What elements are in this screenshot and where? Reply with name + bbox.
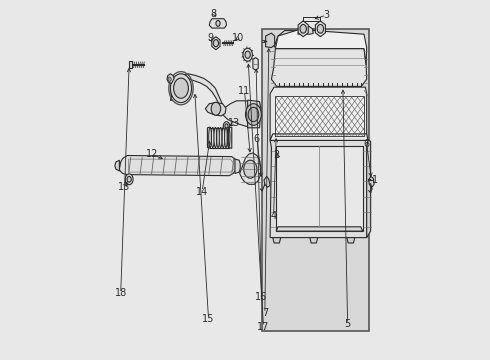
Text: 2: 2 (273, 150, 280, 160)
Polygon shape (266, 33, 274, 48)
Polygon shape (247, 100, 261, 128)
Text: 3: 3 (323, 10, 330, 20)
Polygon shape (298, 26, 313, 34)
Polygon shape (167, 74, 174, 84)
Polygon shape (115, 160, 120, 171)
Circle shape (173, 78, 188, 98)
Polygon shape (271, 49, 367, 86)
Circle shape (300, 24, 306, 33)
Polygon shape (240, 153, 261, 184)
Text: 7: 7 (262, 308, 268, 318)
Circle shape (223, 122, 230, 130)
Polygon shape (205, 103, 226, 116)
Circle shape (225, 124, 228, 128)
Text: 14: 14 (196, 186, 208, 197)
Polygon shape (129, 61, 132, 68)
Polygon shape (270, 134, 368, 140)
Text: 18: 18 (115, 288, 127, 298)
Polygon shape (298, 21, 308, 37)
Circle shape (127, 176, 131, 182)
Circle shape (245, 104, 261, 125)
Circle shape (168, 77, 171, 81)
Text: 11: 11 (238, 86, 250, 96)
Text: 13: 13 (118, 182, 130, 192)
Polygon shape (209, 19, 226, 28)
Text: 16: 16 (255, 292, 268, 302)
Polygon shape (310, 238, 318, 243)
Polygon shape (171, 74, 260, 127)
Polygon shape (275, 96, 364, 136)
Circle shape (248, 107, 259, 122)
Polygon shape (276, 146, 363, 231)
Polygon shape (270, 87, 367, 140)
Ellipse shape (224, 127, 227, 148)
Polygon shape (316, 21, 325, 37)
Polygon shape (235, 159, 240, 174)
Polygon shape (212, 37, 220, 50)
Text: 13: 13 (228, 118, 241, 128)
Circle shape (245, 51, 250, 58)
Polygon shape (275, 30, 367, 65)
Circle shape (216, 21, 220, 26)
Polygon shape (207, 127, 210, 148)
Text: 15: 15 (202, 314, 215, 324)
Polygon shape (347, 238, 355, 243)
Polygon shape (274, 31, 302, 49)
Text: 4: 4 (270, 211, 277, 221)
Polygon shape (229, 127, 232, 148)
Circle shape (317, 24, 323, 33)
FancyBboxPatch shape (262, 29, 369, 331)
Polygon shape (270, 140, 368, 238)
Polygon shape (369, 176, 374, 187)
Text: 10: 10 (232, 33, 245, 43)
Text: 12: 12 (146, 149, 158, 159)
Text: 17: 17 (257, 322, 270, 332)
Polygon shape (273, 238, 281, 243)
Ellipse shape (214, 127, 217, 148)
Circle shape (125, 174, 133, 185)
Ellipse shape (209, 127, 212, 148)
Polygon shape (264, 176, 270, 187)
Text: 6: 6 (254, 134, 260, 144)
Circle shape (171, 74, 192, 103)
Text: 8: 8 (211, 9, 217, 19)
Text: 6: 6 (364, 139, 370, 149)
Circle shape (213, 40, 219, 47)
Ellipse shape (220, 127, 222, 148)
Circle shape (211, 102, 220, 115)
Text: 1: 1 (371, 175, 378, 185)
Text: 9: 9 (207, 33, 213, 43)
Circle shape (243, 48, 252, 61)
Polygon shape (120, 156, 237, 176)
Circle shape (244, 160, 257, 178)
Text: 5: 5 (344, 319, 351, 329)
Polygon shape (253, 58, 258, 70)
Polygon shape (367, 140, 370, 238)
Polygon shape (276, 227, 363, 231)
